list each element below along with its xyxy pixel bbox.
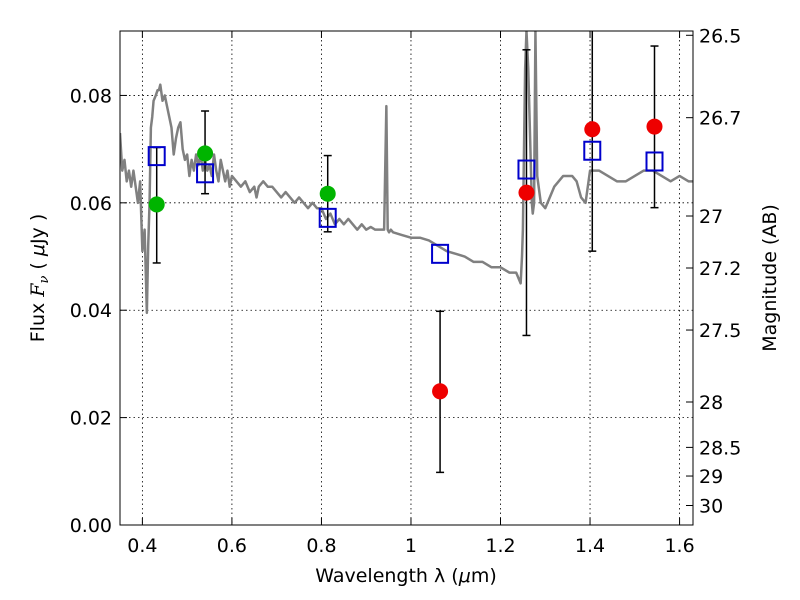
x-axis-label: Wavelength λ (μm) xyxy=(315,565,496,587)
mag-tick-label: 29 xyxy=(699,466,723,488)
data-point xyxy=(584,121,601,138)
mag-tick-label: 27.2 xyxy=(699,258,741,280)
x-tick-label: 1 xyxy=(405,535,417,557)
x-tick-label: 1.2 xyxy=(485,535,515,557)
plot-frame xyxy=(119,30,694,526)
y-axis-label: Flux Fν ( μJy ) xyxy=(27,214,52,343)
y2-axis-label: Magnitude (AB) xyxy=(759,204,781,352)
mag-tick-label: 28 xyxy=(699,392,723,414)
plot-area xyxy=(120,31,693,474)
model-square xyxy=(431,243,450,264)
mag-tick-label: 27 xyxy=(699,206,723,228)
x-tick-label: 1.6 xyxy=(664,535,694,557)
model-square xyxy=(147,146,166,167)
y-tick-label: 0.04 xyxy=(70,300,112,322)
data-point xyxy=(646,118,663,135)
y-tick-label: 0.06 xyxy=(70,193,112,215)
x-tick-label: 1.4 xyxy=(575,535,605,557)
data-point xyxy=(518,184,535,201)
x-tick-label: 0.8 xyxy=(306,535,336,557)
mag-tick-label: 26.7 xyxy=(699,108,741,130)
mag-tick-label: 30 xyxy=(699,496,723,518)
model-square xyxy=(318,207,337,228)
y-tick-label: 0.02 xyxy=(70,408,112,430)
y-tick-label: 0.08 xyxy=(70,85,112,107)
model-square xyxy=(583,140,602,161)
mag-tick-label: 26.5 xyxy=(699,25,741,47)
model-square xyxy=(517,159,536,180)
x-tick-label: 0.4 xyxy=(127,535,157,557)
data-point xyxy=(148,196,165,213)
mag-tick-label: 27.5 xyxy=(699,320,741,342)
axis-ticks: 0.4 0.6 0.8 1 1.2 1.4 1.6 0.00 0.02 0.04 0.06 0.08 2… xyxy=(70,25,742,557)
y-tick-label: 0.00 xyxy=(70,515,112,537)
model-square xyxy=(645,151,664,172)
data-point xyxy=(319,185,336,202)
x-tick-label: 0.6 xyxy=(217,535,247,557)
data-point xyxy=(197,145,214,162)
model-square xyxy=(196,163,215,184)
sed-model-line xyxy=(120,31,693,315)
data-point xyxy=(432,383,449,400)
mag-tick-label: 28.5 xyxy=(699,437,741,459)
